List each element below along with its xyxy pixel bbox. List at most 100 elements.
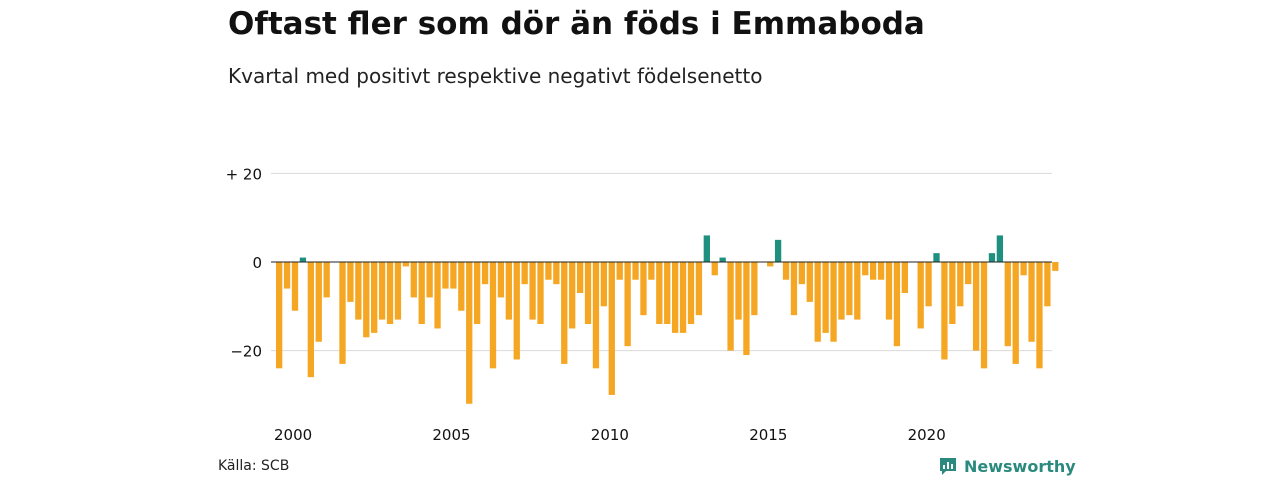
- bar-negative: [418, 262, 425, 325]
- bar-negative: [846, 262, 853, 316]
- y-tick-label: + 20: [226, 165, 262, 183]
- bar-negative: [347, 262, 354, 302]
- bar-negative: [339, 262, 346, 364]
- bar-negative: [830, 262, 837, 342]
- bar-negative: [553, 262, 560, 285]
- source-note: Källa: SCB: [218, 458, 290, 474]
- bar-negative: [1004, 262, 1011, 347]
- bar-negative: [957, 262, 964, 307]
- bar-negative: [1036, 262, 1043, 369]
- bar-negative: [315, 262, 322, 342]
- bar-negative: [806, 262, 813, 302]
- bar-negative: [616, 262, 623, 280]
- bar-negative: [664, 262, 671, 325]
- bar-negative: [687, 262, 695, 325]
- bar-negative: [497, 262, 505, 298]
- bar-negative: [735, 262, 742, 320]
- y-tick-label: −20: [230, 343, 262, 361]
- bar-negative: [782, 262, 790, 280]
- bar-negative: [434, 262, 441, 329]
- bar-positive: [774, 239, 782, 262]
- bar-negative: [1020, 262, 1027, 276]
- bar-negative: [323, 262, 330, 298]
- bar-negative: [727, 262, 734, 351]
- bar-negative: [949, 262, 956, 325]
- bar-negative: [711, 262, 718, 276]
- bar-negative: [1028, 262, 1035, 342]
- bar-negative: [885, 262, 893, 320]
- bar-negative: [458, 262, 465, 311]
- bar-negative: [854, 262, 861, 320]
- bar-negative: [822, 262, 829, 333]
- bar-negative: [561, 262, 568, 364]
- bar-negative: [600, 262, 608, 307]
- bar-positive: [719, 257, 726, 262]
- bar-negative: [798, 262, 806, 285]
- chart-subtitle: Kvartal med positivt respektive negativt…: [228, 64, 763, 88]
- x-tick-label: 2015: [749, 426, 787, 444]
- bar-negative: [814, 262, 821, 342]
- bar-negative: [632, 262, 639, 280]
- bar-negative: [917, 262, 924, 329]
- bar-negative: [450, 262, 457, 289]
- bar-negative: [505, 262, 512, 320]
- bar-negative: [442, 262, 449, 289]
- bar-negative: [790, 262, 798, 316]
- bar-negative: [925, 262, 932, 307]
- bar-negative: [648, 262, 655, 280]
- bar-positive: [703, 235, 710, 262]
- bar-negative: [1044, 262, 1051, 307]
- bar-negative: [402, 262, 410, 267]
- bar-negative: [529, 262, 536, 320]
- bar-negative: [537, 262, 544, 325]
- bar-negative: [283, 262, 291, 289]
- x-tick-label: 2005: [432, 426, 470, 444]
- bar-negative: [640, 262, 647, 316]
- bar-negative: [386, 262, 394, 325]
- bar-negative: [1012, 262, 1019, 364]
- bar-positive: [988, 253, 996, 262]
- bar-negative: [965, 262, 972, 285]
- bar-negative: [466, 262, 473, 404]
- bar-negative: [291, 262, 299, 311]
- chart-title: Oftast fler som dör än föds i Emmaboda: [228, 6, 925, 42]
- bar-negative: [545, 262, 552, 280]
- bar-negative: [363, 262, 370, 338]
- bar-negative: [276, 262, 283, 369]
- bar-negative: [410, 262, 417, 298]
- y-tick-label: 0: [252, 254, 262, 272]
- bar-negative: [862, 262, 869, 276]
- bar-negative: [521, 262, 528, 285]
- bar-negative: [672, 262, 679, 333]
- bar-negative: [371, 262, 378, 333]
- bar-negative: [751, 262, 758, 316]
- x-tick-label: 2020: [908, 426, 946, 444]
- bar-negative: [1052, 262, 1059, 271]
- bar-negative: [355, 262, 362, 320]
- bar-negative: [584, 262, 592, 325]
- bar-negative: [980, 262, 988, 369]
- bar-negative: [426, 262, 433, 298]
- bar-negative: [679, 262, 687, 333]
- bar-negative: [513, 262, 520, 360]
- bar-negative: [378, 262, 386, 320]
- brand-name: Newsworthy: [964, 456, 1076, 476]
- bar-negative: [394, 262, 402, 320]
- bar-negative: [592, 262, 600, 369]
- bar-negative: [307, 262, 314, 378]
- bar-negative: [474, 262, 481, 325]
- bar-negative: [489, 262, 497, 369]
- bar-positive: [996, 235, 1004, 262]
- bar-negative: [656, 262, 663, 325]
- bar-negative: [481, 262, 489, 285]
- bar-negative: [972, 262, 980, 351]
- bar-negative: [870, 262, 877, 280]
- bar-negative: [624, 262, 631, 347]
- bar-negative: [608, 262, 615, 395]
- bar-negative: [893, 262, 901, 347]
- bar-negative: [695, 262, 703, 316]
- brand-logo: Newsworthy: [938, 456, 1076, 476]
- x-tick-label: 2000: [274, 426, 312, 444]
- x-tick-label: 2010: [591, 426, 629, 444]
